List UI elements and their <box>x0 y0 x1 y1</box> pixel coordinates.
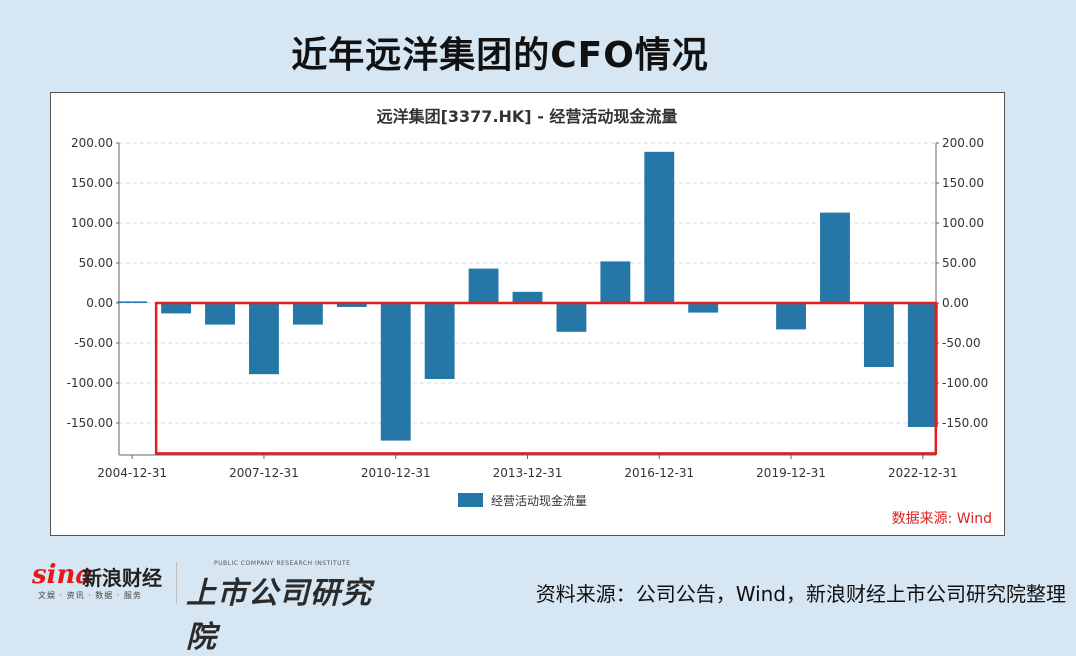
y-tick-label-right: -150.00 <box>942 416 988 430</box>
bar <box>380 303 411 441</box>
y-tick-label-right: 200.00 <box>942 136 984 150</box>
chart-title: 远洋集团[3377.HK] - 经营活动现金流量 <box>377 107 678 126</box>
x-tick-label: 2010-12-31 <box>361 466 431 480</box>
cfo-bar-chart: 远洋集团[3377.HK] - 经营活动现金流量 200.00 200.00 150.… <box>67 107 989 508</box>
sina-logo-mark: sina <box>32 560 93 590</box>
bar <box>512 291 543 303</box>
y-tick-label-right: 0.00 <box>942 296 969 310</box>
bar <box>161 303 192 314</box>
y-tick-label-left: -100.00 <box>67 376 113 390</box>
y-tick-label-right: 100.00 <box>942 216 984 230</box>
bar <box>776 303 806 330</box>
bar <box>688 303 719 313</box>
legend-swatch <box>458 493 483 507</box>
bar <box>600 261 631 303</box>
bar <box>424 303 455 379</box>
page-headline: 近年远洋集团的CFO情况 <box>291 35 709 76</box>
institute-english-name: PUBLIC COMPANY RESEARCH INSTITUTE <box>214 560 351 567</box>
x-tick-label: 2013-12-31 <box>493 466 563 480</box>
sina-finance-logo: sina 新浪财经 文娱 · 资讯 · 数据 · 服务 <box>32 560 172 604</box>
y-tick-label-left: 200.00 <box>71 136 113 150</box>
y-tick-label-right: -100.00 <box>942 376 988 390</box>
y-tick-label-left: 0.00 <box>86 296 113 310</box>
y-tick-label-left: -150.00 <box>67 416 113 430</box>
y-tick-label-right: -50.00 <box>942 336 981 350</box>
x-tick-label: 2016-12-31 <box>624 466 694 480</box>
bar <box>117 301 148 303</box>
y-tick-label-left: 100.00 <box>71 216 113 230</box>
chart-source-note: 数据来源: Wind <box>891 511 992 527</box>
bar <box>205 303 235 325</box>
bar <box>249 303 279 375</box>
y-tick-label-right: 50.00 <box>942 256 976 270</box>
y-tick-label-right: 150.00 <box>942 176 984 190</box>
institute-logo: PUBLIC COMPANY RESEARCH INSTITUTE 上市公司研究… <box>186 558 386 655</box>
bar <box>644 151 675 303</box>
x-tick-label: 2007-12-31 <box>229 466 299 480</box>
brand-divider <box>176 562 177 604</box>
bar <box>907 303 938 427</box>
chart-panel: 远洋集团[3377.HK] - 经营活动现金流量 200.00 200.00 150.… <box>50 92 1005 536</box>
x-tick-label: 2022-12-31 <box>888 466 958 480</box>
y-tick-label-left: -50.00 <box>74 336 113 350</box>
data-credit-line: 资料来源：公司公告，Wind，新浪财经上市公司研究院整理 <box>535 582 1066 606</box>
sina-tagline: 文娱 · 资讯 · 数据 · 服务 <box>38 591 142 600</box>
bar <box>820 212 850 303</box>
y-tick-label-left: 50.00 <box>79 256 113 270</box>
bar <box>292 303 323 325</box>
highlight-box <box>154 301 938 455</box>
bar <box>468 268 499 303</box>
institute-chinese-name: 上市公司研究院 <box>186 576 372 655</box>
bar <box>336 303 367 307</box>
x-tick-label: 2004-12-31 <box>97 466 167 480</box>
legend-label: 经营活动现金流量 <box>491 493 587 508</box>
bar <box>556 303 587 332</box>
y-tick-label-left: 150.00 <box>71 176 113 190</box>
x-tick-label: 2019-12-31 <box>756 466 826 480</box>
bar <box>863 303 894 367</box>
sina-finance-name: 新浪财经 <box>82 566 162 590</box>
